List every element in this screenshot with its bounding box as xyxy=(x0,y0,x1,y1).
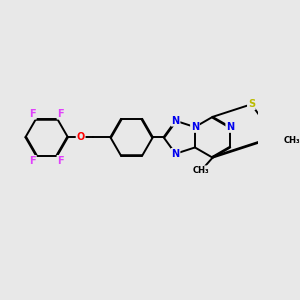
Text: N: N xyxy=(172,149,180,159)
Text: N: N xyxy=(226,122,234,132)
Text: N: N xyxy=(191,122,199,132)
Text: N: N xyxy=(172,116,180,126)
Text: F: F xyxy=(29,156,36,166)
Text: CH₃: CH₃ xyxy=(284,136,300,146)
Text: CH₃: CH₃ xyxy=(193,166,210,175)
Text: F: F xyxy=(57,156,64,166)
Text: F: F xyxy=(57,109,64,119)
Text: F: F xyxy=(29,109,36,119)
Text: O: O xyxy=(76,132,85,142)
Text: S: S xyxy=(248,99,255,109)
